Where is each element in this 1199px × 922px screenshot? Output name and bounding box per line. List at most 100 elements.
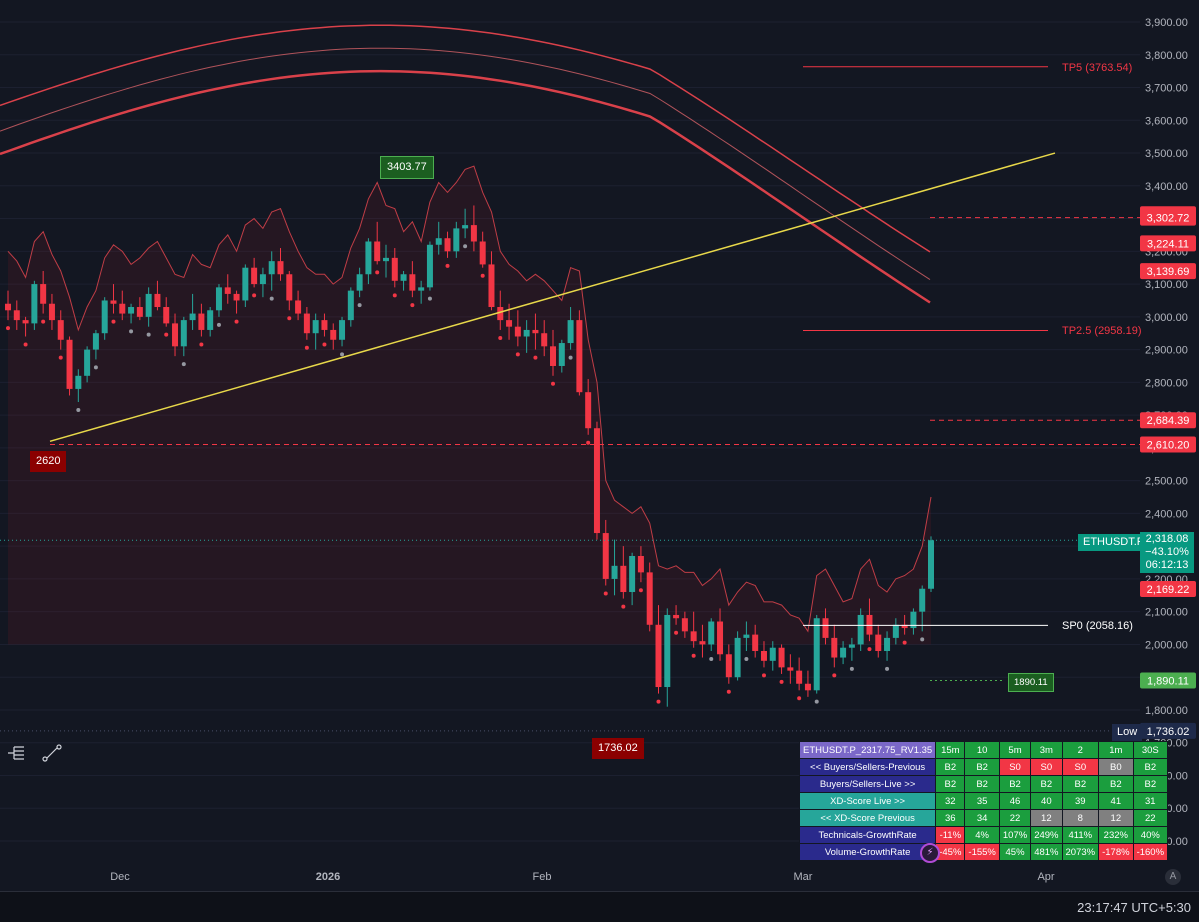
candle-body (708, 621, 715, 645)
signal-dot (252, 293, 257, 298)
candle-body (822, 618, 829, 638)
table-cell: 22 (998, 809, 1032, 827)
signal-dot (6, 326, 10, 331)
signal-dot (674, 630, 679, 635)
fib-tool-icon[interactable] (4, 741, 28, 765)
table-cell: 249% (1030, 826, 1063, 844)
auto-scale-button[interactable]: A (1165, 869, 1181, 885)
candle-body (928, 540, 934, 589)
candle-body (699, 641, 706, 645)
table-cell: B2 (1098, 775, 1134, 793)
candle-body (804, 683, 811, 691)
tp5-level-label: TP5 (3763.54) (1062, 62, 1133, 74)
table-cell: -155% (964, 843, 1000, 861)
table-row-label: XD-Score Live >> (798, 792, 937, 810)
candle-body (541, 333, 548, 347)
stop-1890-annotation: 1890.11 (1008, 673, 1054, 692)
candle-body (550, 346, 557, 366)
candle-body (312, 320, 319, 334)
signal-dot (656, 699, 661, 704)
table-row-label: << XD-Score Previous (798, 809, 937, 827)
candle-body (725, 654, 732, 678)
price-tick: 3,900.00 (1145, 17, 1188, 29)
signal-dot (709, 656, 714, 661)
table-cell: 46 (998, 792, 1032, 810)
signal-dot (920, 637, 925, 642)
price-tag-bg (1140, 209, 1196, 226)
table-cell: S0 (998, 758, 1032, 776)
candle-body (734, 637, 741, 678)
table-header-cell: 10 (964, 741, 1000, 759)
candle-body (585, 392, 592, 429)
candle-body (435, 238, 442, 245)
candle-body (180, 320, 187, 347)
flash-icon[interactable]: ⚡ (920, 843, 940, 863)
candle-body (119, 303, 126, 314)
ma-band (0, 47, 931, 281)
table-cell: B2 (1030, 775, 1063, 793)
xd-score-table: ETHUSDT.P_2317.75_RV1.35 15m 10 5m 3m 2 1m 30S <… (798, 741, 1169, 861)
signal-dot (691, 653, 696, 658)
candle-body (470, 225, 477, 242)
candle-body (198, 313, 205, 330)
table-header-cell: 1m (1098, 741, 1134, 759)
candle-body (901, 624, 908, 629)
signal-dot (726, 689, 731, 694)
tp2-5-level-label: TP2.5 (2958.19) (1062, 325, 1142, 337)
price-tick: 2,400.00 (1145, 508, 1188, 520)
candle-body (717, 621, 724, 655)
table-header-cell: 2 (1061, 741, 1100, 759)
candle-body (690, 631, 697, 642)
candle-body (92, 333, 99, 350)
table-cell: -45% (935, 843, 966, 861)
price-tick: 3,100.00 (1145, 279, 1188, 291)
price-tag-bg (1140, 263, 1196, 280)
candle-body (567, 320, 574, 344)
signal-dot (287, 316, 292, 321)
signal-dot (498, 335, 503, 340)
candle-body (259, 274, 266, 285)
table-row-label: Technicals-GrowthRate (798, 826, 937, 844)
table-cell: -178% (1098, 843, 1134, 861)
trend-line (49, 152, 1056, 443)
candle-body (339, 320, 346, 340)
price-tag-text: 3,139.69 (1147, 266, 1190, 278)
candle-body (488, 264, 495, 308)
table-cell: 36 (935, 809, 966, 827)
candle-body (356, 274, 363, 291)
candle-body (145, 293, 152, 317)
price-tag-text: 3,224.11 (1147, 238, 1189, 250)
ma-band (0, 69, 931, 304)
candle-body (523, 329, 530, 337)
candle-body (251, 267, 258, 285)
trendline-tool-icon[interactable] (40, 741, 64, 765)
price-tag-bg (1140, 581, 1196, 598)
candle-body (611, 565, 618, 579)
candle-body (13, 310, 20, 321)
signal-dot (885, 666, 890, 671)
candle-body (303, 313, 310, 334)
candle-body (215, 287, 222, 311)
candle-body (760, 650, 767, 661)
price-tag-bg (1140, 436, 1196, 453)
table-cell: 2073% (1061, 843, 1100, 861)
last-price-change: −43.10% (1145, 546, 1189, 558)
candle-body (330, 329, 337, 340)
candle-body (365, 241, 372, 275)
price-tag-bg (1140, 722, 1196, 739)
price-tick: 3,600.00 (1145, 115, 1188, 127)
bands-cloud (7, 165, 932, 645)
price-tick: 2,500.00 (1145, 476, 1188, 488)
price-tag-text: 2,684.39 (1147, 415, 1190, 427)
table-cell: 35 (964, 792, 1000, 810)
sp0-level-label: SP0 (2058.16) (1062, 620, 1133, 632)
low-label: Low (1112, 724, 1143, 741)
candle-body (796, 670, 803, 684)
signal-dot (867, 647, 872, 652)
candle-body (919, 588, 926, 612)
table-header-cell: ETHUSDT.P_2317.75_RV1.35 (798, 741, 937, 759)
table-cell: -11% (935, 826, 966, 844)
candle-body (910, 611, 917, 629)
candle-body (400, 274, 407, 281)
signal-dot (744, 656, 749, 661)
